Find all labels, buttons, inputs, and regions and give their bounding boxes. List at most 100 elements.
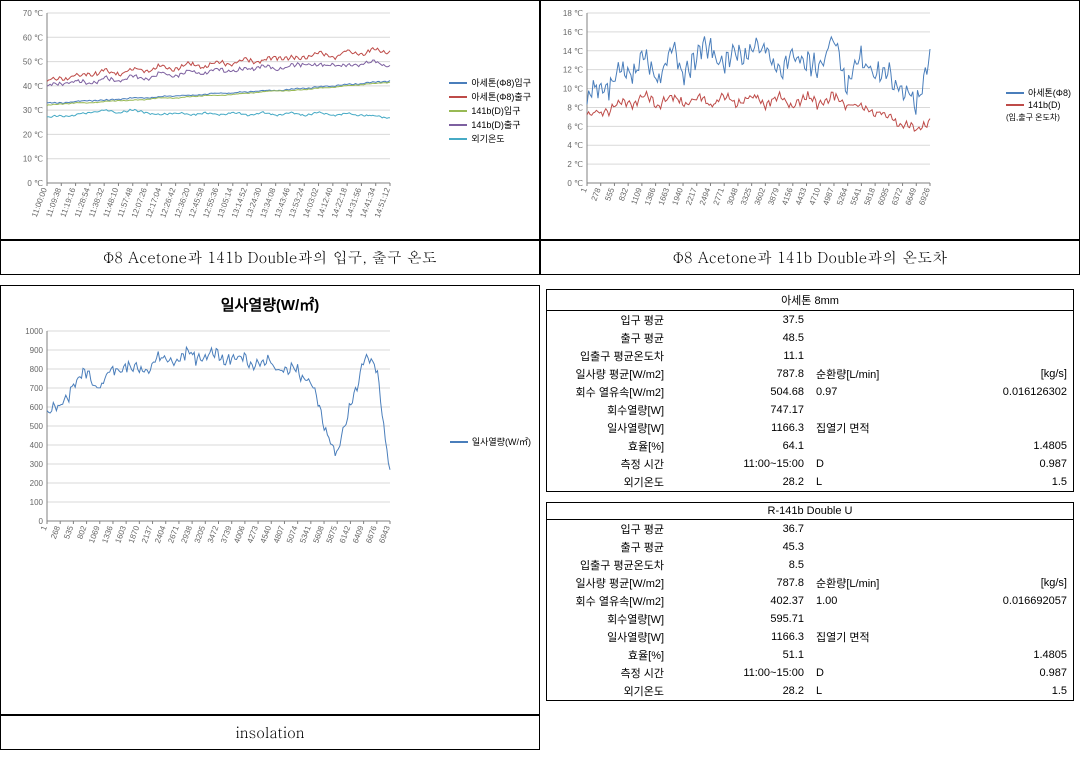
table-cell: 36.7 [694,520,810,539]
legend-item: 141b(D)입구 [449,104,531,117]
table-cell: [kg/s] [942,365,1074,383]
svg-text:2494: 2494 [698,186,713,206]
table-cell [810,329,942,347]
table-row: 입구 평균37.5 [547,311,1074,330]
table-cell [942,556,1074,574]
table-cell: 11:00~15:00 [694,664,810,682]
svg-text:0 ℃: 0 ℃ [567,179,583,188]
table-cell: 787.8 [694,574,810,592]
table-cell [810,556,942,574]
table-cell: 1.00 [810,592,942,610]
svg-text:400: 400 [30,441,44,450]
svg-text:900: 900 [30,346,44,355]
table-cell: 402.37 [694,592,810,610]
table-cell: 1.4805 [942,437,1074,455]
table-cell: D [810,664,942,682]
legend-item: 아세톤(Φ8)출구 [449,90,531,103]
table-cell: 11:00~15:00 [694,455,810,473]
svg-text:832: 832 [617,186,630,202]
row-1-captions: Φ8 Acetone과 141b Double과의 입구, 출구 온도 Φ8 A… [0,240,1080,275]
table-r141b: R-141b Double U 입구 평균36.7출구 평균45.3입출구 평균… [546,502,1074,701]
table-cell: 1166.3 [694,628,810,646]
svg-text:70 ℃: 70 ℃ [23,9,43,18]
svg-text:20 ℃: 20 ℃ [23,130,43,139]
chart2: 0 ℃2 ℃4 ℃6 ℃8 ℃10 ℃12 ℃14 ℃16 ℃18 ℃12785… [545,5,1075,235]
table-cell [942,538,1074,556]
table-cell: 28.2 [694,682,810,701]
chart2-svg: 0 ℃2 ℃4 ℃6 ℃8 ℃10 ℃12 ℃14 ℃16 ℃18 ℃12785… [545,5,1035,235]
svg-text:100: 100 [30,498,44,507]
table-cell: 0.987 [942,664,1074,682]
table-cell: 0.016692057 [942,592,1074,610]
table1-title: 아세톤 8mm [547,290,1074,311]
table-cell: 일사량 평균[W/m2] [547,365,695,383]
table-cell: 집열기 면적 [810,419,942,437]
svg-text:300: 300 [30,460,44,469]
chart3-cell: 일사열량(W/㎡) 010020030040050060070080090010… [0,285,540,715]
table-cell: 45.3 [694,538,810,556]
svg-text:268: 268 [49,524,62,540]
table-cell [942,520,1074,539]
table-row: 입출구 평균온도차8.5 [547,556,1074,574]
table-cell [942,610,1074,628]
svg-text:4 ℃: 4 ℃ [567,141,583,150]
chart1: 0 ℃10 ℃20 ℃30 ℃40 ℃50 ℃60 ℃70 ℃11:00:001… [5,5,535,235]
table-row: 일사량 평균[W/m2]787.8순환량[L/min][kg/s] [547,574,1074,592]
svg-text:1663: 1663 [657,186,672,206]
table-cell: 효율[%] [547,646,695,664]
table2-title: R-141b Double U [547,503,1074,520]
table-cell [810,437,942,455]
table-cell [810,401,942,419]
svg-text:6943: 6943 [377,524,392,544]
svg-text:12 ℃: 12 ℃ [563,66,583,75]
svg-text:3048: 3048 [725,186,740,206]
svg-text:1000: 1000 [25,327,43,336]
svg-text:18 ℃: 18 ℃ [563,9,583,18]
svg-text:6 ℃: 6 ℃ [567,122,583,131]
table-cell: 64.1 [694,437,810,455]
table-row: 일사열량[W]1166.3집열기 면적 [547,419,1074,437]
chart1-cell: 0 ℃10 ℃20 ℃30 ℃40 ℃50 ℃60 ℃70 ℃11:00:001… [0,0,540,240]
table-cell [810,538,942,556]
table-cell: 일사량 평균[W/m2] [547,574,695,592]
chart3-legend: 일사열량(W/㎡) [450,434,531,449]
table-row: 회수 열유속[W/m2]402.371.000.016692057 [547,592,1074,610]
svg-text:30 ℃: 30 ℃ [23,106,43,115]
table-cell [942,311,1074,330]
chart3-title: 일사열량(W/㎡) [5,294,535,315]
svg-text:535: 535 [62,524,75,540]
table-cell [942,401,1074,419]
chart3-caption: insolation [0,715,540,750]
table-cell: 8.5 [694,556,810,574]
table-cell [942,347,1074,365]
table-cell: 1.5 [942,473,1074,492]
table-cell: 회수열량[W] [547,610,695,628]
table-cell: 측정 시간 [547,664,695,682]
svg-text:6926: 6926 [917,186,932,206]
svg-text:700: 700 [30,384,44,393]
svg-text:555: 555 [603,186,616,202]
table-cell: 일사열량[W] [547,419,695,437]
table-row: 일사량 평균[W/m2]787.8순환량[L/min][kg/s] [547,365,1074,383]
table-cell: 효율[%] [547,437,695,455]
table-cell: [kg/s] [942,574,1074,592]
table-cell: 28.2 [694,473,810,492]
svg-text:5541: 5541 [849,186,864,206]
chart2-cell: 0 ℃2 ℃4 ℃6 ℃8 ℃10 ℃12 ℃14 ℃16 ℃18 ℃12785… [540,0,1080,240]
table-row: 효율[%]64.1 1.4805 [547,437,1074,455]
svg-text:60 ℃: 60 ℃ [23,33,43,42]
svg-text:6649: 6649 [904,186,919,206]
table-cell: L [810,473,942,492]
row-2: 일사열량(W/㎡) 010020030040050060070080090010… [0,285,1080,715]
table-cell: 0.016126302 [942,383,1074,401]
table-row: 회수열량[W]595.71 [547,610,1074,628]
legend-item: 141b(D) [1006,100,1071,110]
svg-text:2771: 2771 [712,186,727,206]
svg-text:4987: 4987 [821,186,836,206]
table-row: 입구 평균36.7 [547,520,1074,539]
svg-text:1: 1 [579,186,589,194]
svg-text:6372: 6372 [890,186,905,206]
svg-text:1: 1 [39,524,49,532]
table-cell: 595.71 [694,610,810,628]
svg-text:500: 500 [30,422,44,431]
